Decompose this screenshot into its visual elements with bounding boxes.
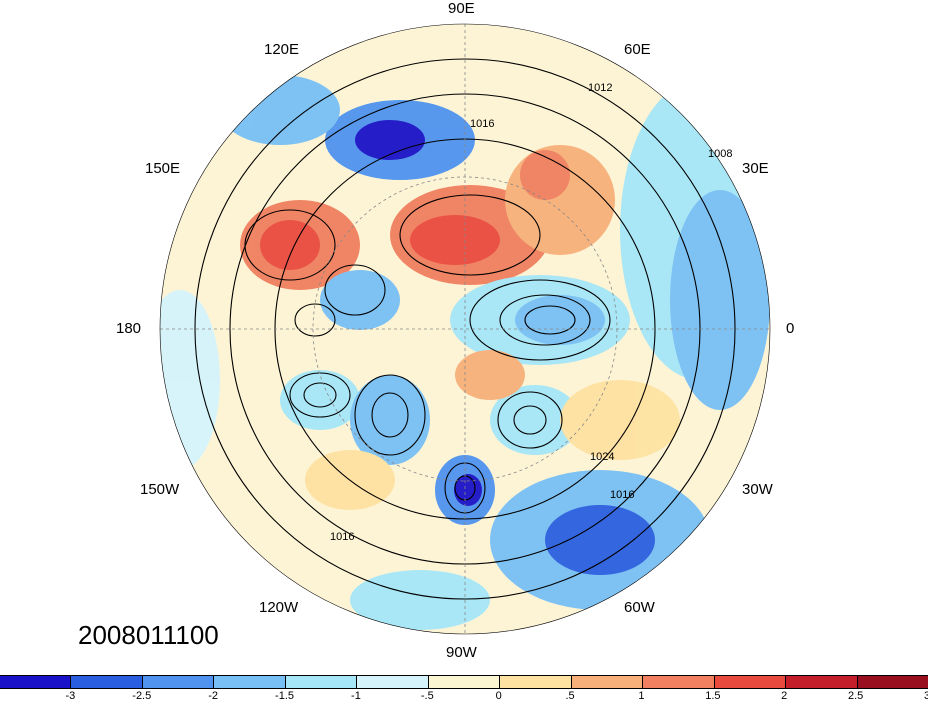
lon-label-60e: 60E <box>624 41 651 58</box>
legend-tick-label: 3 <box>923 690 928 702</box>
lon-label-30e: 30E <box>742 160 769 177</box>
legend-swatch <box>714 676 787 688</box>
lon-label-60w: 60W <box>624 599 655 616</box>
legend-tick-label: -1.5 <box>275 690 295 702</box>
anomaly-shading <box>160 75 770 630</box>
isobar-label: 1016 <box>610 489 635 501</box>
isobar-label: 1016 <box>470 118 495 130</box>
lon-label-30w: 30W <box>742 481 773 498</box>
lon-label-90e: 90E <box>448 0 475 17</box>
legend-swatch <box>571 676 644 688</box>
lon-label-0: 0 <box>786 320 795 337</box>
legend-swatch <box>285 676 358 688</box>
legend-tick-label: 1.5 <box>705 690 721 702</box>
isobar-label: 1024 <box>590 451 615 463</box>
legend-swatch <box>142 676 215 688</box>
legend-tick-label: 0 <box>495 690 502 702</box>
legend-tick-label: 1 <box>638 690 645 702</box>
legend-tick-label: 2.5 <box>847 690 864 702</box>
legend-swatch <box>643 676 715 688</box>
lon-label-180: 180 <box>116 320 142 337</box>
isobar-label: 1008 <box>708 148 733 160</box>
lon-label-90w: 90W <box>446 644 477 661</box>
lon-label-120w: 120W <box>259 599 299 616</box>
legend-tick-label: 2 <box>781 690 788 702</box>
legend-swatch <box>428 676 501 688</box>
legend-swatch <box>357 676 429 688</box>
lon-label-120e: 120E <box>264 41 300 58</box>
isobar-label: 1012 <box>588 82 613 94</box>
legend-tick-label: -3 <box>65 690 76 702</box>
legend-tick-label: -2 <box>208 690 219 702</box>
legend-swatch <box>214 676 286 688</box>
map-border <box>159 23 771 635</box>
timestamp-label: 2008011100 <box>78 620 219 650</box>
legend-swatch <box>0 676 72 688</box>
legend-swatch <box>857 676 928 688</box>
legend-tick-label: -.5 <box>420 690 434 702</box>
legend-tick-label: -2.5 <box>132 690 152 702</box>
legend-swatch <box>71 676 143 688</box>
graticule <box>160 24 770 634</box>
lon-label-150w: 150W <box>140 481 180 498</box>
lon-label-150e: 150E <box>145 160 181 177</box>
legend-swatch <box>500 676 572 688</box>
legend-tick-label: -1 <box>351 690 361 702</box>
legend-tick-label: .5 <box>565 690 575 702</box>
color-legend <box>0 675 928 689</box>
isobar-label: 1016 <box>330 531 355 543</box>
legend-swatch <box>786 676 858 688</box>
